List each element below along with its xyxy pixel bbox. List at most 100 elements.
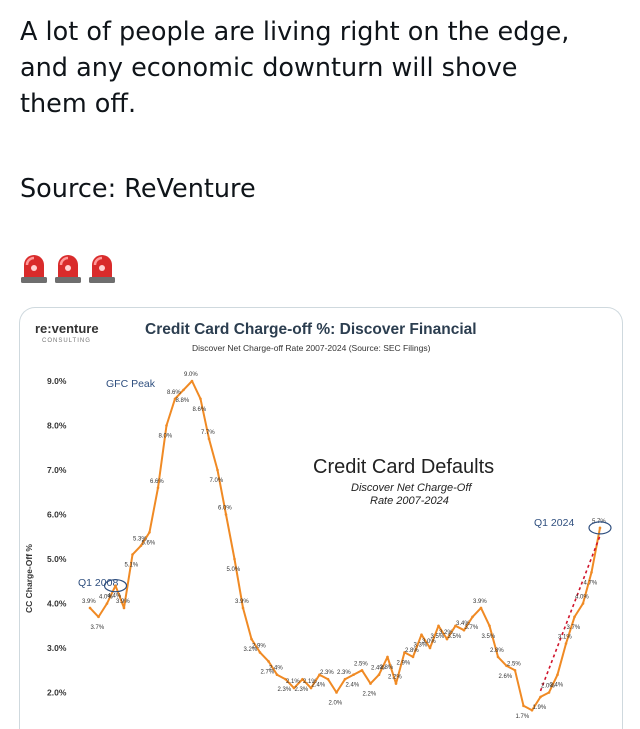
- data-label: 2.1%: [303, 679, 317, 685]
- data-label: 4.0%: [575, 595, 589, 601]
- data-point: [360, 668, 364, 672]
- data-point: [403, 651, 406, 654]
- data-label: 2.5%: [354, 661, 368, 667]
- data-point: [241, 606, 245, 610]
- data-point: [488, 624, 491, 628]
- data-point: [343, 677, 347, 681]
- data-label: 2.4%: [371, 666, 385, 672]
- data-point: [105, 602, 109, 605]
- data-point: [556, 673, 559, 676]
- data-label: 3.7%: [91, 625, 105, 631]
- data-label: 2.6%: [499, 674, 513, 680]
- data-point: [445, 637, 449, 641]
- data-point: [539, 695, 542, 699]
- data-point: [284, 677, 287, 681]
- data-label: 7.7%: [201, 430, 215, 436]
- data-label: 3.2%: [439, 630, 453, 636]
- y-tick-label: 9.0%: [47, 376, 67, 386]
- y-tick-label: 3.0%: [47, 643, 67, 653]
- trend-arrow: [539, 535, 601, 692]
- data-label: 6.6%: [150, 479, 164, 485]
- q1-2024-callout: [588, 521, 612, 535]
- data-point: [428, 646, 432, 650]
- data-label: 3.5%: [482, 634, 496, 640]
- data-label: 4.4%: [108, 594, 122, 600]
- attached-chart-image[interactable]: re:venture CONSULTING Credit Card Charge…: [19, 307, 623, 729]
- data-point: [598, 526, 602, 530]
- data-label: 2.4%: [269, 666, 283, 672]
- data-label: 6.0%: [218, 506, 232, 512]
- data-point: [573, 615, 576, 619]
- data-point: [156, 486, 160, 490]
- data-point: [301, 677, 304, 681]
- data-point: [377, 673, 381, 676]
- y-axis-label: CC Charge-Off %: [24, 544, 34, 613]
- data-label: 3.9%: [235, 599, 249, 605]
- logo-sub: CONSULTING: [42, 338, 91, 344]
- data-point: [216, 468, 219, 472]
- data-point: [505, 664, 508, 668]
- data-label: 8.0%: [159, 434, 173, 440]
- data-label: 3.4%: [456, 621, 470, 627]
- data-point: [420, 633, 423, 636]
- data-point: [479, 606, 483, 610]
- data-point: [233, 557, 236, 561]
- y-tick-labels: 9.0% 8.0% 7.0% 6.0% 5.0% 4.0% 3.0% 2.0%: [47, 376, 67, 698]
- data-point: [173, 397, 177, 401]
- data-point: [513, 668, 517, 672]
- data-label: 2.8%: [380, 665, 394, 671]
- data-label: 3.3%: [414, 643, 428, 649]
- y-tick-label: 4.0%: [47, 599, 67, 609]
- data-label: 2.3%: [320, 670, 334, 676]
- data-label: 2.1%: [286, 679, 300, 685]
- data-point: [496, 655, 500, 659]
- data-label: 1.9%: [533, 705, 547, 711]
- data-label: 2.3%: [295, 687, 309, 693]
- y-tick-label: 6.0%: [47, 510, 67, 520]
- data-point: [462, 628, 466, 632]
- data-label: 2.4%: [346, 683, 360, 689]
- police-light-icon: [89, 255, 115, 283]
- data-point: [207, 437, 211, 441]
- gfc-peak-label: GFC Peak: [106, 378, 156, 390]
- police-light-icon: [21, 255, 47, 283]
- data-point: [547, 691, 551, 694]
- data-label: 3.7%: [465, 625, 479, 631]
- data-point: [182, 388, 185, 392]
- data-point: [131, 553, 134, 556]
- data-label: 3.9%: [116, 599, 130, 605]
- data-label: 2.0%: [329, 701, 343, 707]
- data-label: 5.6%: [142, 540, 156, 546]
- chart-title: Credit Card Charge-off %: Discover Finan…: [145, 321, 477, 338]
- inset-subtitle-2: Rate 2007-2024: [370, 495, 449, 507]
- data-label: 8.8%: [176, 398, 190, 404]
- data-label: 3.2%: [244, 647, 258, 653]
- tweet-line-1: A lot of people are living right on the …: [20, 17, 570, 47]
- data-point: [437, 624, 440, 628]
- y-tick-label: 7.0%: [47, 465, 67, 475]
- data-label: 8.6%: [193, 407, 207, 413]
- data-label: 3.9%: [82, 599, 96, 605]
- tweet-text: A lot of people are living right on the …: [20, 14, 620, 122]
- data-label: 9.0%: [184, 372, 198, 378]
- data-point: [165, 424, 168, 427]
- data-point: [224, 513, 228, 516]
- data-label: 3.0%: [422, 639, 436, 645]
- tweet-line-2: and any economic downturn will shove: [20, 53, 518, 83]
- data-point: [114, 584, 117, 587]
- data-point: [394, 682, 398, 685]
- data-label: 3.5%: [448, 634, 462, 640]
- charge-off-chart: re:venture CONSULTING Credit Card Charge…: [24, 321, 612, 720]
- data-label: 5.0%: [227, 567, 241, 573]
- q1-2008-callout: [103, 579, 128, 593]
- data-point: [190, 379, 194, 383]
- data-point: [258, 651, 262, 654]
- data-label: 4.0%: [99, 595, 113, 601]
- data-point: [139, 544, 143, 547]
- emoji-row: [19, 253, 117, 285]
- y-tick-label: 8.0%: [47, 421, 67, 431]
- tweet-source-line: Source: ReVenture: [20, 174, 256, 204]
- data-label: 1.7%: [516, 714, 530, 720]
- data-label: 2.4%: [550, 683, 564, 689]
- data-point: [275, 673, 279, 676]
